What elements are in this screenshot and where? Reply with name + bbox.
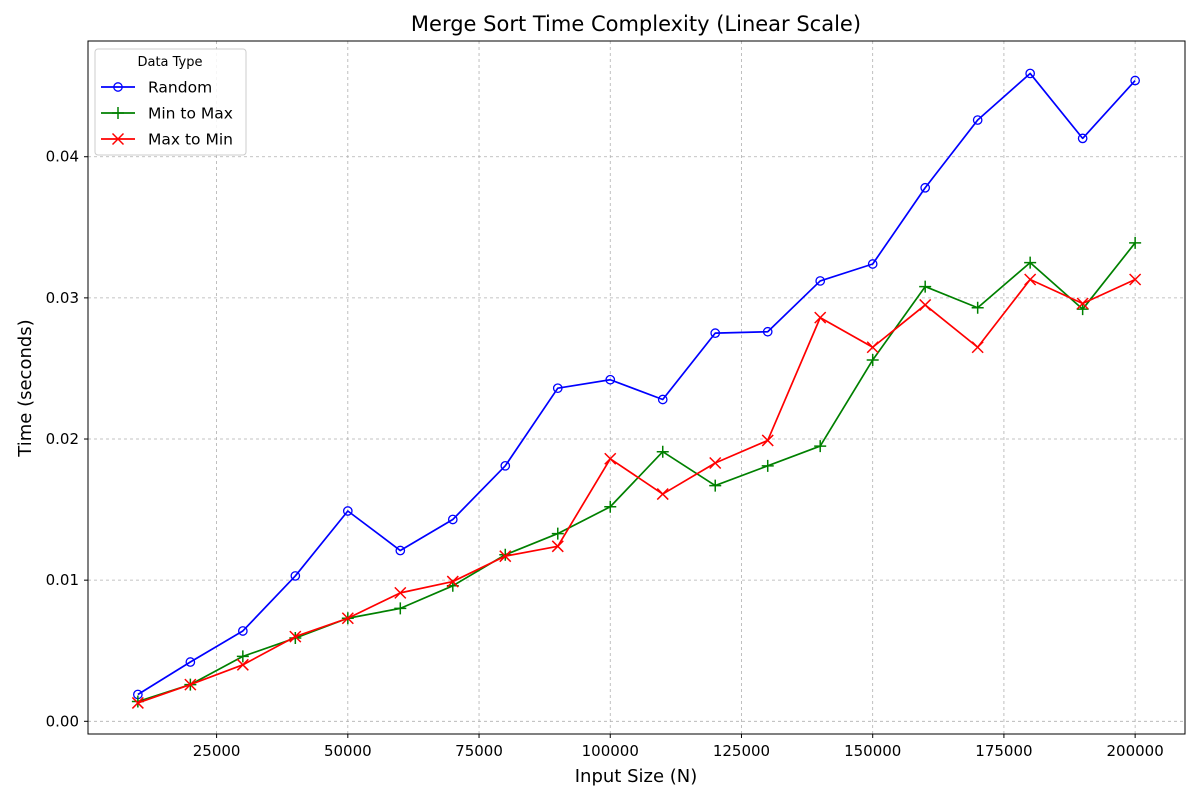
- data-point: [709, 456, 722, 470]
- data-point: [289, 630, 302, 643]
- data-point: [499, 550, 512, 563]
- data-point: [1129, 273, 1142, 286]
- x-tick-label: 125000: [713, 742, 770, 760]
- y-tick-label: 0.00: [46, 712, 79, 730]
- y-tick-label: 0.01: [46, 571, 79, 589]
- data-point: [551, 527, 564, 540]
- data-point: [814, 311, 827, 324]
- y-axis-label: Time (seconds): [15, 319, 36, 457]
- x-axis-label: Input Size (N): [575, 766, 698, 787]
- data-point: [971, 301, 984, 314]
- legend-label: Max to Min: [148, 131, 233, 149]
- legend-label: Min to Max: [148, 105, 233, 123]
- legend-entry: Max to Min: [101, 131, 233, 149]
- data-point: [1076, 303, 1089, 316]
- grid-layer: [88, 41, 1185, 734]
- legend-label: Random: [148, 79, 212, 97]
- data-point: [111, 132, 125, 146]
- data-point: [236, 650, 249, 663]
- series-line: [137, 278, 1136, 704]
- data-point: [762, 326, 773, 337]
- data-point: [866, 341, 879, 354]
- data-point: [290, 571, 301, 581]
- data-point: [551, 540, 564, 553]
- data-point: [394, 586, 407, 599]
- legend: Data Type Random Min to Max Max to Min: [94, 48, 247, 156]
- data-point: [972, 115, 983, 125]
- series-group: [131, 273, 1142, 709]
- data-point: [342, 506, 353, 516]
- data-point: [1024, 273, 1037, 286]
- data-point: [761, 434, 774, 447]
- data-point: [761, 459, 774, 472]
- data-point: [112, 107, 124, 119]
- data-point: [447, 514, 458, 525]
- data-point: [131, 696, 144, 709]
- legend-entry: Min to Max: [101, 105, 233, 123]
- data-point: [1130, 75, 1140, 86]
- data-point: [552, 383, 563, 394]
- data-point: [185, 657, 196, 667]
- legend-entries: Random Min to Max Max to Min: [101, 79, 233, 149]
- x-tick-label: 100000: [582, 742, 639, 760]
- data-point: [236, 658, 249, 671]
- data-point: [867, 259, 878, 269]
- series-group: [131, 236, 1142, 708]
- chart-title: Merge Sort Time Complexity (Linear Scale…: [411, 12, 861, 36]
- x-tick-label: 75000: [455, 742, 503, 760]
- x-tick-label: 175000: [975, 742, 1032, 760]
- series-line: [137, 242, 1136, 703]
- x-tick-label: 25000: [193, 742, 241, 760]
- data-point: [971, 341, 984, 354]
- data-point: [709, 479, 722, 492]
- data-point: [605, 374, 616, 385]
- data-point: [657, 394, 668, 405]
- y-tick-label: 0.03: [46, 289, 79, 307]
- data-point: [656, 488, 669, 501]
- data-point: [446, 575, 459, 588]
- data-point: [395, 545, 406, 556]
- series-line: [137, 72, 1136, 696]
- series-layer: [131, 68, 1142, 709]
- tick-layer: 25000 50000 75000 100000 125000 150000 175000 2…: [46, 148, 1164, 760]
- x-tick-label: 50000: [324, 742, 372, 760]
- data-point: [604, 500, 617, 513]
- x-tick-label: 150000: [844, 742, 901, 760]
- data-point: [1077, 133, 1088, 144]
- data-point: [1024, 256, 1037, 269]
- data-point: [113, 82, 123, 92]
- data-point: [656, 445, 669, 458]
- data-point: [710, 328, 721, 339]
- series-group: [133, 68, 1140, 700]
- data-point: [919, 298, 932, 311]
- data-point: [1025, 68, 1036, 79]
- data-point: [815, 276, 826, 286]
- legend-title: Data Type: [137, 55, 202, 70]
- data-point: [919, 280, 932, 293]
- data-point: [184, 678, 197, 691]
- data-point: [341, 612, 354, 625]
- y-tick-label: 0.02: [46, 430, 79, 448]
- plot-area: [87, 40, 1186, 735]
- legend-box: [94, 48, 247, 156]
- data-point: [1076, 297, 1089, 310]
- data-point: [604, 452, 617, 465]
- legend-entry: Random: [101, 79, 212, 97]
- data-point: [237, 626, 248, 636]
- data-point: [500, 460, 511, 471]
- data-point: [814, 440, 827, 453]
- y-tick-label: 0.04: [46, 148, 79, 166]
- data-point: [1129, 236, 1142, 249]
- data-point: [394, 602, 407, 615]
- x-tick-label: 200000: [1107, 742, 1164, 760]
- data-point: [866, 353, 879, 366]
- data-point: [920, 182, 931, 193]
